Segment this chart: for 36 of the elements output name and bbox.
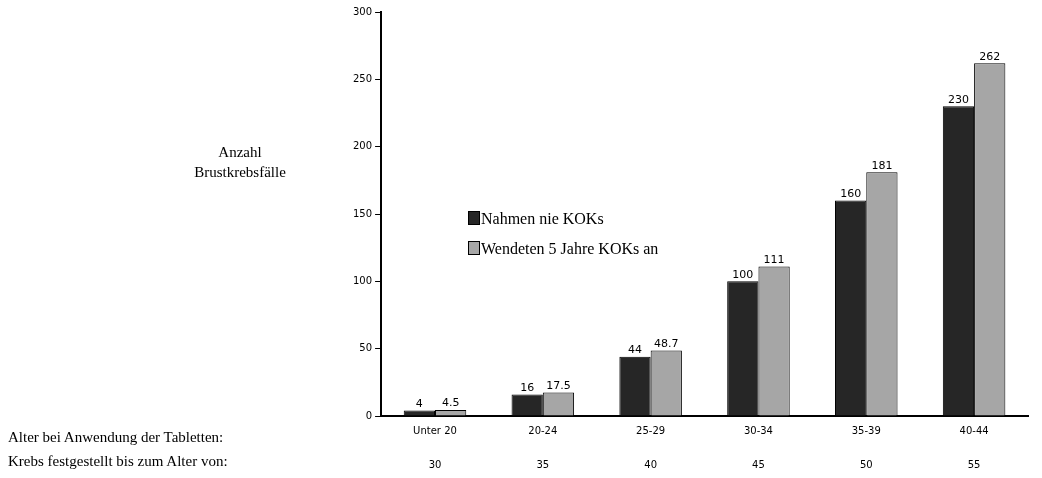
x-tick-label: 40-44: [959, 424, 989, 436]
x-tick-label: 30-34: [743, 424, 773, 436]
x-tick-label: Unter 20: [413, 424, 457, 436]
data-label: 44: [628, 343, 642, 357]
x-tick-label: 25-29: [636, 424, 666, 436]
text: 35: [536, 458, 550, 470]
data-label: 4: [415, 396, 423, 410]
y-tick-label: 100: [352, 274, 373, 286]
y-tick-label: 250: [352, 72, 373, 84]
text: 45: [752, 458, 765, 470]
data-label: 16: [520, 380, 535, 394]
legend-label: Wendeten 5 Jahre KOKs an: [481, 240, 659, 257]
legend-label: Nahmen nie KOKs: [481, 210, 604, 227]
y-axis-title: Anzahl Brustkrebsfälle: [193, 143, 287, 182]
x-tick-label: 20-24: [528, 424, 558, 436]
data-label: 181: [871, 158, 893, 172]
data-label: 17.5: [546, 378, 571, 392]
data-label: 230: [947, 92, 969, 106]
text: 40: [644, 458, 657, 470]
y-tick-label: 300: [352, 5, 373, 17]
text: 55: [967, 458, 981, 470]
data-label: 4.5: [441, 396, 460, 410]
data-label: 262: [979, 49, 1001, 63]
y-tick-label: 200: [352, 140, 373, 152]
y-tick-label: 0: [365, 409, 373, 421]
data-label: 111: [763, 252, 785, 266]
y-tick-label: 50: [359, 342, 373, 354]
text: Alter bei Anwendung der Tabletten:: [8, 429, 224, 446]
data-label: 48.7: [654, 336, 679, 350]
data-label: 100: [732, 267, 754, 281]
text: 30: [428, 458, 442, 470]
x-tick-label: 35-39: [851, 424, 881, 436]
text: 50: [859, 458, 873, 470]
data-label: 160: [840, 186, 862, 200]
text: Krebs festgestellt bis zum Alter von:: [8, 453, 228, 470]
y-tick-label: 150: [352, 207, 373, 219]
